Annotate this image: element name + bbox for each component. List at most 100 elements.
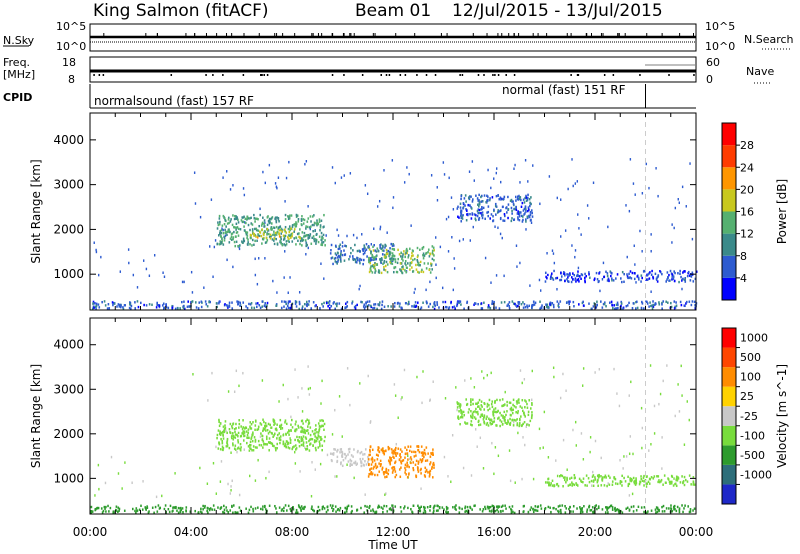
region-cell <box>400 466 402 469</box>
region-cell <box>285 240 288 243</box>
region-cell <box>650 476 653 479</box>
scatter-cell <box>450 196 453 199</box>
region-cell <box>469 204 471 207</box>
region-cell <box>641 276 643 280</box>
scatter-cell <box>660 270 662 274</box>
region-cell <box>282 238 285 241</box>
region-cell <box>655 278 658 281</box>
region-cell <box>549 303 551 306</box>
region-cell <box>672 484 675 487</box>
region-cell <box>515 419 517 422</box>
region-cell <box>491 196 494 199</box>
y-tick-label: 1000 <box>53 471 84 485</box>
region-cell <box>336 302 338 305</box>
region-cell <box>165 305 168 309</box>
region-cell <box>547 505 550 509</box>
region-cell <box>325 510 328 514</box>
region-cell <box>486 505 489 508</box>
region-cell <box>539 300 541 303</box>
region-cell <box>246 436 248 439</box>
region-cell <box>305 420 307 423</box>
scatter-cell <box>599 289 601 293</box>
region-cell <box>411 251 413 255</box>
region-cell <box>557 505 560 508</box>
region-cell <box>487 198 489 202</box>
colorbar-swatch <box>722 367 736 387</box>
scatter-cell <box>547 456 550 459</box>
region-cell <box>499 411 501 415</box>
region-cell <box>688 510 691 514</box>
region-cell <box>250 222 253 225</box>
region-cell <box>278 226 281 229</box>
region-cell <box>523 303 526 306</box>
region-cell <box>393 266 395 269</box>
region-cell <box>560 511 562 514</box>
region-cell <box>226 509 228 512</box>
scatter-cell <box>523 378 526 381</box>
region-cell <box>646 278 649 281</box>
region-cell <box>693 300 696 304</box>
region-cell <box>271 444 274 447</box>
region-cell <box>666 278 668 281</box>
region-cell <box>646 482 649 485</box>
region-cell <box>177 307 179 310</box>
region-cell <box>522 218 524 222</box>
region-cell <box>404 452 407 456</box>
region-cell <box>412 254 414 257</box>
region-cell <box>658 301 660 304</box>
scatter-cell <box>653 404 656 408</box>
region-cell <box>422 511 425 514</box>
region-cell <box>503 219 506 222</box>
region-cell <box>406 464 409 467</box>
region-cell <box>287 306 290 310</box>
region-cell <box>515 304 517 307</box>
region-cell <box>264 443 267 446</box>
region-cell <box>281 508 284 511</box>
region-cell <box>119 305 122 309</box>
region-cell <box>369 445 372 449</box>
region-cell <box>427 262 429 265</box>
region-cell <box>330 257 333 260</box>
region-cell <box>237 431 240 435</box>
region-cell <box>670 507 673 511</box>
scatter-cell <box>272 279 274 283</box>
region-cell <box>458 506 461 509</box>
region-cell <box>256 236 259 239</box>
region-cell <box>638 482 641 486</box>
region-cell <box>296 435 298 439</box>
region-cell <box>229 431 231 434</box>
region-cell <box>281 230 284 233</box>
region-cell <box>523 213 525 216</box>
colorbar-swatch <box>722 189 736 212</box>
region-cell <box>461 413 463 416</box>
region-cell <box>550 272 553 275</box>
region-cell <box>412 468 415 472</box>
region-cell <box>383 305 386 308</box>
region-cell <box>350 505 353 508</box>
region-cell <box>475 402 477 405</box>
region-cell <box>270 235 272 238</box>
region-cell <box>234 244 237 248</box>
region-cell <box>120 304 122 307</box>
region-cell <box>477 405 480 408</box>
region-cell <box>497 505 499 508</box>
region-cell <box>112 303 114 307</box>
region-cell <box>289 438 292 442</box>
region-cell <box>673 300 676 303</box>
scatter-cell <box>639 229 641 233</box>
scatter-cell <box>334 181 336 185</box>
region-cell <box>486 211 488 214</box>
region-cell <box>382 471 385 474</box>
region-cell <box>643 474 645 478</box>
scatter-cell <box>577 266 580 270</box>
time-tick-label: 04:00 <box>174 525 209 539</box>
region-cell <box>257 439 260 443</box>
region-cell <box>202 508 204 511</box>
region-cell <box>510 206 513 210</box>
region-cell <box>493 417 496 420</box>
region-cell <box>263 304 266 308</box>
region-cell <box>598 272 600 275</box>
freq-dot <box>577 74 580 76</box>
region-cell <box>230 232 233 236</box>
region-cell <box>564 511 567 514</box>
